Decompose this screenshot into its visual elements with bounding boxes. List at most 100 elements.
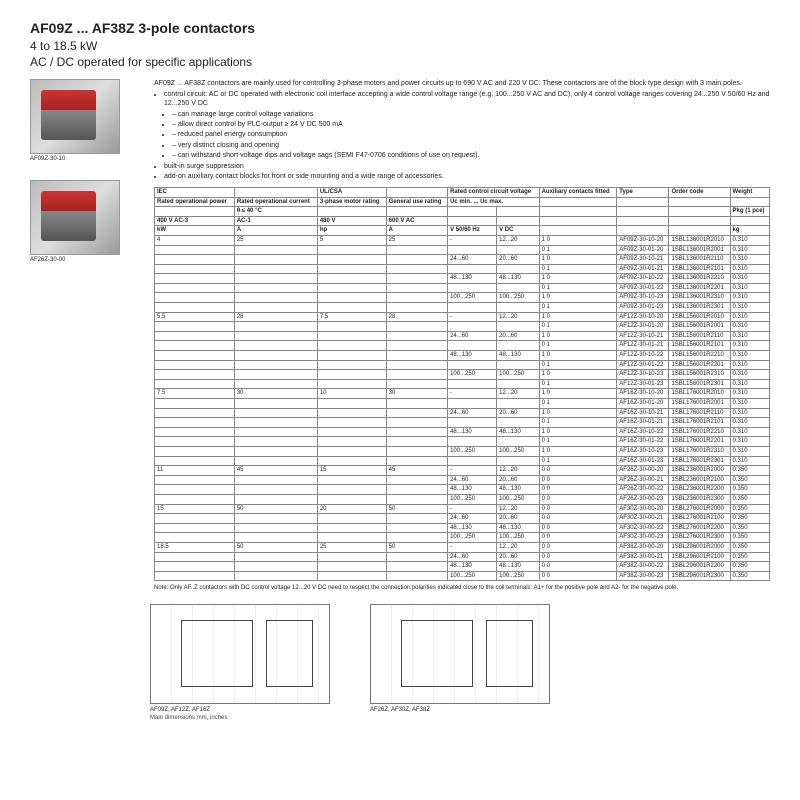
- table-cell: [155, 274, 235, 284]
- table-cell: [234, 494, 317, 504]
- table-cell: 20...60: [497, 255, 539, 265]
- table-cell: [234, 456, 317, 466]
- table-cell: 12...20: [497, 504, 539, 514]
- table-row: 0 1AF16Z-30-01-231SBL176001R23010.310: [155, 456, 770, 466]
- table-row: 18.5502550-12...200 0AF38Z-30-00-201SBL2…: [155, 542, 770, 552]
- table-row: 48...13048...1301 0AF09Z-30-10-221SBL136…: [155, 274, 770, 284]
- table-cell: 1 0: [539, 293, 617, 303]
- table-cell: [317, 331, 386, 341]
- table-row: 48...13048...1300 0AF30Z-30-00-221SBL276…: [155, 523, 770, 533]
- table-cell: 1SBL276001R2000: [669, 504, 730, 514]
- right-column: AF09Z ... AF38Z contactors are mainly us…: [154, 79, 770, 592]
- table-cell: [234, 446, 317, 456]
- intro-bullet-1: control circuit: AC or DC operated with …: [164, 90, 770, 108]
- table-cell: [386, 255, 447, 265]
- table-cell: [234, 562, 317, 572]
- table-cell: 48...130: [448, 274, 497, 284]
- th-c9e: [669, 226, 730, 236]
- table-cell: [448, 283, 497, 293]
- table-row: 0 1AF09Z-30-01-211SBL136001R21010.310: [155, 264, 770, 274]
- table-cell: 1 0: [539, 274, 617, 284]
- th-c7e: [539, 226, 617, 236]
- table-cell: [386, 408, 447, 418]
- table-cell: [386, 523, 447, 533]
- th-c8d: [617, 216, 669, 226]
- table-row: 0 1AF09Z-30-01-231SBL136001R23010.310: [155, 303, 770, 313]
- table-cell: 12...20: [497, 312, 539, 322]
- table-cell: 1SBL156001R2010: [669, 312, 730, 322]
- table-cell: 100...250: [448, 533, 497, 543]
- table-cell: 1SBL156001R2310: [669, 370, 730, 380]
- table-cell: 0.350: [730, 475, 769, 485]
- table-cell: [386, 264, 447, 274]
- table-cell: [386, 370, 447, 380]
- table-cell: [386, 494, 447, 504]
- table-cell: [497, 303, 539, 313]
- table-cell: [386, 533, 447, 543]
- table-cell: 45: [386, 466, 447, 476]
- page-title: AF09Z ... AF38Z 3-pole contactors: [30, 20, 770, 36]
- table-cell: [317, 351, 386, 361]
- table-cell: 0 1: [539, 360, 617, 370]
- table-cell: [234, 341, 317, 351]
- table-cell: AF09Z-30-01-21: [617, 264, 669, 274]
- table-cell: [234, 418, 317, 428]
- table-cell: 48...130: [497, 562, 539, 572]
- table-cell: [234, 283, 317, 293]
- table-cell: 5.5: [155, 312, 235, 322]
- table-cell: [234, 264, 317, 274]
- th-c9a: Order code: [669, 187, 730, 197]
- table-cell: [386, 274, 447, 284]
- table-cell: 0 1: [539, 418, 617, 428]
- table-cell: [448, 245, 497, 255]
- table-row: 24...6020...600 0AF30Z-30-00-211SBL27600…: [155, 514, 770, 524]
- table-cell: [155, 552, 235, 562]
- th-c3e: hp: [317, 226, 386, 236]
- table-cell: AF09Z-30-01-22: [617, 283, 669, 293]
- table-cell: AF38Z-30-00-23: [617, 571, 669, 581]
- table-cell: 15: [155, 504, 235, 514]
- table-cell: [234, 255, 317, 265]
- table-cell: [155, 523, 235, 533]
- table-cell: 5: [317, 235, 386, 245]
- intro-sub-2: – allow direct control by PLC-output ≥ 2…: [172, 120, 770, 129]
- table-cell: 0 0: [539, 562, 617, 572]
- table-cell: [497, 379, 539, 389]
- table-cell: 0.310: [730, 427, 769, 437]
- table-cell: [317, 360, 386, 370]
- table-cell: [317, 514, 386, 524]
- table-cell: [386, 303, 447, 313]
- table-cell: AF38Z-30-00-22: [617, 562, 669, 572]
- table-cell: 100...250: [448, 293, 497, 303]
- table-cell: 0.310: [730, 408, 769, 418]
- table-cell: -: [448, 504, 497, 514]
- table-cell: 0.350: [730, 485, 769, 495]
- table-cell: 1SBL296001R2000: [669, 542, 730, 552]
- table-cell: 0.310: [730, 264, 769, 274]
- table-cell: [317, 408, 386, 418]
- table-cell: [155, 408, 235, 418]
- table-row: 15502050-12...200 0AF30Z-30-00-201SBL276…: [155, 504, 770, 514]
- table-cell: AF16Z-30-10-23: [617, 446, 669, 456]
- table-cell: 1SBL176001R2301: [669, 456, 730, 466]
- table-row: 425525-12...201 0AF09Z-30-10-201SBL13600…: [155, 235, 770, 245]
- table-cell: 0 0: [539, 542, 617, 552]
- table-cell: 0 1: [539, 379, 617, 389]
- table-cell: [155, 360, 235, 370]
- table-cell: AF12Z-30-10-23: [617, 370, 669, 380]
- spec-tbody: 425525-12...201 0AF09Z-30-10-201SBL13600…: [155, 235, 770, 580]
- table-cell: [386, 437, 447, 447]
- th-c9c: [669, 207, 730, 217]
- table-cell: [317, 399, 386, 409]
- table-cell: 1SBL176001R2001: [669, 399, 730, 409]
- table-cell: [448, 437, 497, 447]
- table-cell: 11: [155, 466, 235, 476]
- table-cell: 0.310: [730, 437, 769, 447]
- th-c1b: Rated operational power: [155, 197, 235, 207]
- table-cell: [497, 399, 539, 409]
- table-cell: AF30Z-30-00-23: [617, 533, 669, 543]
- table-cell: 45: [234, 466, 317, 476]
- table-cell: 0.350: [730, 542, 769, 552]
- table-cell: 28: [386, 312, 447, 322]
- table-cell: 28: [234, 312, 317, 322]
